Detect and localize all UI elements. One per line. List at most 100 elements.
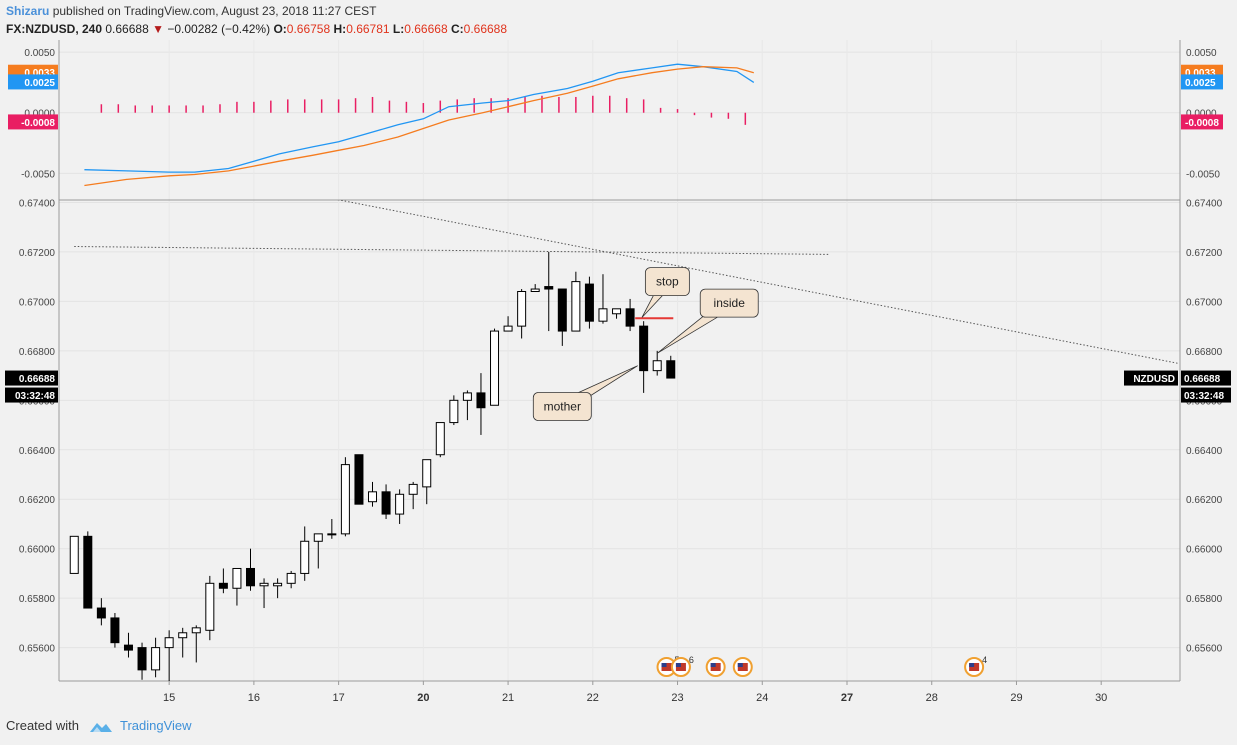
indicator-badge-right [1181, 114, 1223, 130]
annotation-callout[interactable]: inside [656, 288, 759, 354]
candle[interactable] [191, 625, 201, 663]
annotation-callout[interactable]: stop [641, 267, 690, 318]
candle[interactable] [232, 567, 242, 606]
signal-line [84, 66, 754, 187]
candle-body [245, 567, 255, 587]
low-label: L: [392, 22, 405, 36]
candle[interactable] [137, 642, 147, 680]
candle[interactable] [381, 484, 391, 520]
author-name[interactable]: Shizaru [6, 4, 50, 18]
candle[interactable] [205, 575, 215, 641]
annotation-label: stop [656, 275, 679, 289]
price-tick-right: 0.67200 [1186, 248, 1223, 259]
candle[interactable] [449, 395, 459, 426]
candle[interactable] [286, 570, 296, 589]
candle[interactable] [327, 519, 337, 539]
price-tick-right: 0.66200 [1186, 495, 1223, 506]
indicator-badge-left [8, 114, 58, 130]
candle[interactable] [598, 274, 608, 324]
price-tick-left: 0.66400 [19, 446, 56, 457]
candle[interactable] [218, 568, 228, 594]
time-axis-labels: 15 16 17 20 21 22 23 24 27 28 29 30 [163, 681, 1107, 704]
candle[interactable] [368, 481, 378, 507]
candle[interactable] [395, 489, 405, 524]
event-count: 4 [982, 655, 987, 665]
candle[interactable] [612, 308, 622, 319]
candle[interactable] [259, 578, 269, 609]
price-tick-right: 0.66800 [1186, 347, 1223, 358]
candle-body [557, 288, 567, 332]
candle[interactable] [435, 422, 445, 458]
candle-body [517, 291, 527, 327]
event-flag-icon[interactable]: 4 [964, 655, 987, 677]
candle[interactable] [625, 298, 635, 332]
candle-body [395, 493, 405, 515]
candle[interactable] [503, 316, 513, 332]
event-flag-icon[interactable] [705, 657, 726, 677]
candle-body [530, 288, 540, 293]
candle[interactable] [69, 535, 79, 574]
time-tick-label: 16 [248, 692, 260, 704]
candle[interactable] [530, 284, 540, 293]
event-flag-canton [710, 663, 716, 667]
indicator-badge-left [8, 74, 58, 90]
candle[interactable] [666, 355, 676, 379]
candle[interactable] [151, 637, 161, 678]
candle[interactable] [340, 457, 350, 537]
candle[interactable] [83, 531, 93, 609]
candle[interactable] [123, 632, 133, 658]
indicator-badge-left-label: -0.0008 [21, 118, 55, 129]
tradingview-link[interactable]: TradingView [120, 718, 192, 733]
countdown-left-label: 03:32:48 [15, 391, 55, 402]
countdown-badge-left [5, 387, 58, 403]
candle[interactable] [96, 598, 106, 626]
candle-body [273, 582, 283, 587]
candle[interactable] [490, 328, 500, 406]
candle-body [408, 483, 418, 495]
event-flag-canton [969, 663, 975, 667]
candle-body [476, 392, 486, 409]
down-arrow-icon: ▼ [152, 22, 164, 36]
indicator-badge-left-label: 0.0033 [24, 68, 55, 79]
candle[interactable] [462, 390, 472, 421]
high-value: 0.66781 [346, 22, 390, 36]
candle[interactable] [273, 578, 283, 599]
annotation-label: inside [714, 296, 746, 310]
candle-body [286, 572, 296, 584]
candle-body [639, 325, 649, 372]
candle[interactable] [476, 373, 486, 435]
candle-body [69, 535, 79, 574]
annotation-callout[interactable]: mother [532, 365, 638, 421]
candle-body [584, 283, 594, 322]
candle[interactable] [110, 612, 120, 648]
candle[interactable] [300, 526, 310, 581]
candle[interactable] [639, 321, 649, 393]
event-count: 6 [689, 655, 694, 665]
candle[interactable] [245, 548, 255, 591]
indicator-tick-left: -0.0050 [21, 169, 55, 180]
candle[interactable] [178, 627, 188, 658]
time-tick-label: 30 [1095, 692, 1107, 704]
event-flag-canton [737, 663, 743, 667]
candle-body [462, 392, 472, 401]
candle[interactable] [584, 276, 594, 329]
candle[interactable] [517, 289, 527, 339]
candle[interactable] [557, 288, 567, 346]
candle[interactable] [652, 350, 662, 376]
price-tick-left: 0.67400 [19, 198, 56, 209]
candle[interactable] [164, 630, 174, 682]
candle[interactable] [313, 533, 323, 569]
event-flag-icon[interactable]: 6 [670, 655, 694, 677]
time-tick-label: 21 [502, 692, 514, 704]
candle[interactable] [422, 459, 432, 505]
candle[interactable] [544, 251, 554, 332]
candle-body [218, 582, 228, 589]
price-tick-left: 0.66200 [19, 495, 56, 506]
candle[interactable] [354, 454, 364, 505]
candle[interactable] [408, 481, 418, 510]
time-tick-label: 23 [671, 692, 683, 704]
event-flag-icon[interactable] [732, 657, 753, 677]
close-label: C: [450, 22, 464, 36]
candle[interactable] [571, 271, 581, 332]
